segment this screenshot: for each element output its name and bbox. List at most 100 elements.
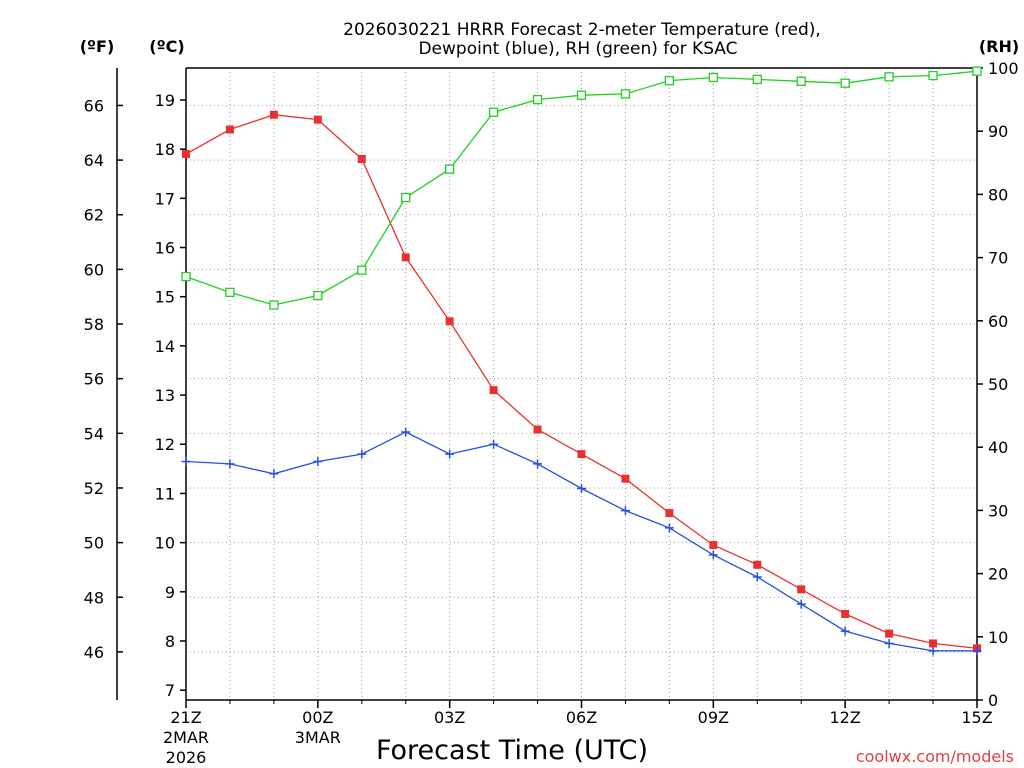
dewpoint-marker xyxy=(181,456,191,466)
rh-tick-label: 90 xyxy=(988,122,1008,141)
temperature-marker xyxy=(621,474,630,483)
celsius-tick-label: 12 xyxy=(155,435,175,454)
x-tick-date-label: 3MAR xyxy=(295,728,341,747)
rh-marker xyxy=(884,72,894,82)
dewpoint-marker xyxy=(620,506,630,516)
celsius-tick-label: 14 xyxy=(155,337,175,356)
dewpoint-marker xyxy=(489,439,499,449)
rh-tick-label: 40 xyxy=(988,438,1008,457)
fahrenheit-tick-label: 48 xyxy=(84,588,104,607)
temperature-marker xyxy=(577,450,586,459)
rh-marker xyxy=(972,66,982,76)
data-series xyxy=(181,66,982,656)
chart-title-line-1: 2026030221 HRRR Forecast 2-meter Tempera… xyxy=(343,20,821,40)
rh-marker xyxy=(269,300,279,310)
dewpoint-marker xyxy=(664,523,674,533)
rh-marker xyxy=(708,72,718,83)
temperature-marker xyxy=(445,317,454,326)
rh-tick-label: 30 xyxy=(988,501,1008,520)
temperature-marker xyxy=(929,639,938,648)
rh-marker xyxy=(796,76,806,86)
dewpoint-marker xyxy=(708,550,718,560)
rh-marker xyxy=(576,90,587,100)
unit-label-rh: (RH) xyxy=(979,37,1019,56)
celsius-tick-label: 16 xyxy=(155,239,175,258)
temperature-marker xyxy=(753,560,762,569)
celsius-tick-label: 9 xyxy=(165,583,175,602)
temperature-marker xyxy=(533,425,542,434)
temperature-marker xyxy=(225,125,234,134)
grid-lines xyxy=(186,68,977,700)
fahrenheit-tick-label: 46 xyxy=(84,643,104,662)
temperature-marker xyxy=(709,541,718,550)
fahrenheit-tick-label: 62 xyxy=(84,206,104,225)
rh-marker xyxy=(225,287,235,298)
dewpoint-marker xyxy=(577,484,586,494)
dewpoint-marker xyxy=(357,449,367,459)
celsius-tick-label: 10 xyxy=(155,534,175,553)
x-tick-label: 09Z xyxy=(698,708,729,727)
fahrenheit-tick-label: 64 xyxy=(84,151,104,170)
rh-marker xyxy=(181,271,191,282)
rh-marker xyxy=(532,94,543,105)
rh-tick-label: 60 xyxy=(988,312,1008,331)
rh-tick-label: 50 xyxy=(988,375,1008,394)
temperature-marker xyxy=(841,609,850,618)
dewpoint-marker xyxy=(445,449,455,459)
dewpoint-marker xyxy=(533,459,543,469)
dewpoint-marker xyxy=(752,572,762,582)
temperature-marker xyxy=(401,253,410,262)
celsius-tick-label: 19 xyxy=(155,91,175,110)
rh-tick-label: 0 xyxy=(988,691,998,710)
rh-marker xyxy=(445,164,455,174)
x-tick-year-label: 2026 xyxy=(166,748,207,767)
dewpoint-marker xyxy=(928,646,938,656)
dewpoint-marker xyxy=(840,626,850,636)
rh-tick-label: 70 xyxy=(988,249,1008,268)
fahrenheit-tick-label: 52 xyxy=(84,479,104,498)
x-tick-label: 12Z xyxy=(830,708,861,727)
celsius-tick-label: 11 xyxy=(155,484,175,503)
axes xyxy=(116,67,983,708)
rh-tick-label: 100 xyxy=(988,59,1019,78)
rh-marker xyxy=(488,107,499,117)
celsius-tick-label: 17 xyxy=(155,189,175,208)
chart-title-line-2: Dewpoint (blue), RH (green) for KSAC xyxy=(418,39,737,59)
rh-marker xyxy=(357,265,367,275)
rh-tick-label: 20 xyxy=(988,565,1008,584)
x-tick-label: 21Z xyxy=(170,708,201,727)
rh-marker xyxy=(664,75,675,86)
dewpoint-marker xyxy=(401,427,411,437)
x-tick-label: 00Z xyxy=(302,708,333,727)
fahrenheit-tick-label: 60 xyxy=(84,260,104,279)
temperature-marker xyxy=(665,509,674,518)
dewpoint-marker xyxy=(972,646,982,656)
temperature-marker xyxy=(182,150,190,159)
fahrenheit-tick-label: 66 xyxy=(84,96,104,115)
dewpoint-marker xyxy=(269,469,279,479)
fahrenheit-tick-label: 50 xyxy=(84,534,104,553)
rh-marker xyxy=(401,192,411,203)
x-tick-date-label: 2MAR xyxy=(163,728,209,747)
rh-tick-label: 80 xyxy=(988,185,1008,204)
fahrenheit-tick-label: 58 xyxy=(84,315,104,334)
dewpoint-marker xyxy=(225,459,235,469)
temperature-marker xyxy=(797,585,806,594)
rh-marker xyxy=(752,74,762,85)
temperature-marker xyxy=(489,386,498,395)
x-axis-title: Forecast Time (UTC) xyxy=(376,735,648,766)
celsius-tick-label: 7 xyxy=(165,681,175,700)
temperature-marker xyxy=(357,154,366,163)
rh-marker xyxy=(840,78,850,88)
source-credit: coolwx.com/models xyxy=(856,747,1014,766)
celsius-tick-label: 13 xyxy=(155,386,175,405)
rh-marker xyxy=(928,70,938,81)
fahrenheit-tick-label: 54 xyxy=(84,424,104,443)
temperature-marker xyxy=(313,115,322,124)
fahrenheit-tick-label: 56 xyxy=(84,370,104,389)
rh-marker xyxy=(313,290,323,301)
temperature-marker xyxy=(269,110,278,119)
unit-label-fahrenheit: (ºF) xyxy=(80,37,115,56)
rh-tick-label: 10 xyxy=(988,628,1008,647)
